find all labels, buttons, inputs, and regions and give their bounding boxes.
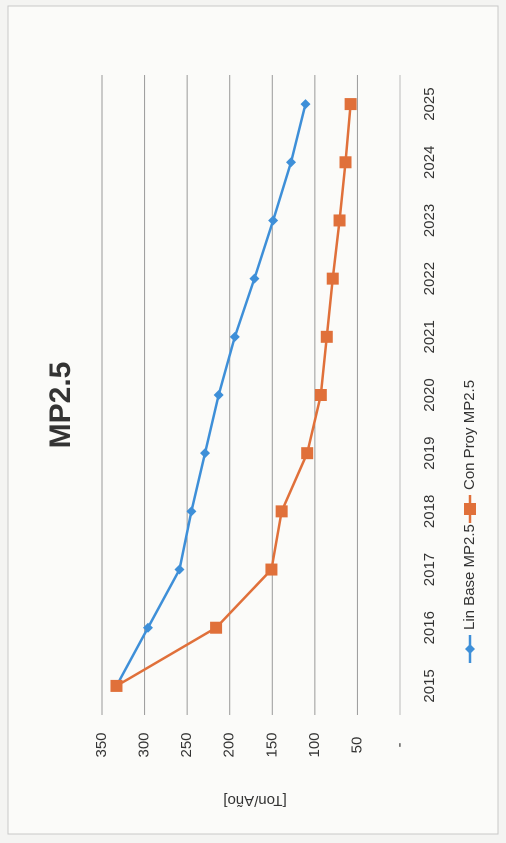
data-point xyxy=(320,330,333,343)
data-point xyxy=(333,214,346,227)
data-point xyxy=(344,98,357,111)
chart-title: MP2.5 xyxy=(44,362,77,449)
x-tick-label: 2017 xyxy=(421,553,438,586)
y-tick-label: - xyxy=(391,743,408,748)
x-tick-label: 2025 xyxy=(421,87,438,120)
data-point xyxy=(326,272,339,285)
y-tick-label: 50 xyxy=(348,737,365,754)
data-point xyxy=(268,215,279,226)
data-point xyxy=(275,505,288,518)
x-tick-label: 2015 xyxy=(421,669,438,702)
data-point xyxy=(265,563,278,576)
y-tick-label: 100 xyxy=(306,732,323,757)
x-tick-label: 2023 xyxy=(421,204,438,237)
data-point xyxy=(174,564,185,575)
y-axis-label: [Ton/Año] xyxy=(223,792,286,809)
data-point xyxy=(301,447,314,460)
y-tick-label: 300 xyxy=(136,732,153,757)
data-point xyxy=(249,273,260,284)
legend-label: Lin Base MP2.5 xyxy=(461,524,478,630)
y-tick-label: 350 xyxy=(93,732,110,757)
data-point xyxy=(210,621,223,634)
data-point xyxy=(213,390,224,400)
chart-frame xyxy=(7,5,499,835)
x-tick-label: 2024 xyxy=(421,146,438,179)
y-tick-label: 150 xyxy=(263,732,280,757)
x-tick-label: 2018 xyxy=(421,495,438,528)
data-point xyxy=(200,448,211,459)
x-tick-label: 2022 xyxy=(421,262,438,295)
data-point xyxy=(229,331,240,342)
legend-label: Con Proy MP2.5 xyxy=(461,380,478,490)
data-point xyxy=(314,389,327,401)
data-point xyxy=(300,99,311,110)
legend-marker xyxy=(464,503,476,515)
data-point xyxy=(286,157,297,168)
x-tick-label: 2016 xyxy=(421,611,438,644)
rotated-chart: MP2.5 [Ton/Año] - 50 100 150 200 250 300 350 201… xyxy=(44,75,478,809)
data-point xyxy=(339,156,352,169)
data-point xyxy=(142,622,153,633)
data-point xyxy=(186,506,197,517)
x-tick-label: 2020 xyxy=(421,378,438,411)
legend-marker xyxy=(465,644,475,654)
y-tick-label: 250 xyxy=(178,732,195,757)
x-tick-label: 2021 xyxy=(421,320,438,353)
data-point xyxy=(110,679,123,692)
y-tick-label: 200 xyxy=(221,732,238,757)
x-tick-label: 2019 xyxy=(421,436,438,469)
